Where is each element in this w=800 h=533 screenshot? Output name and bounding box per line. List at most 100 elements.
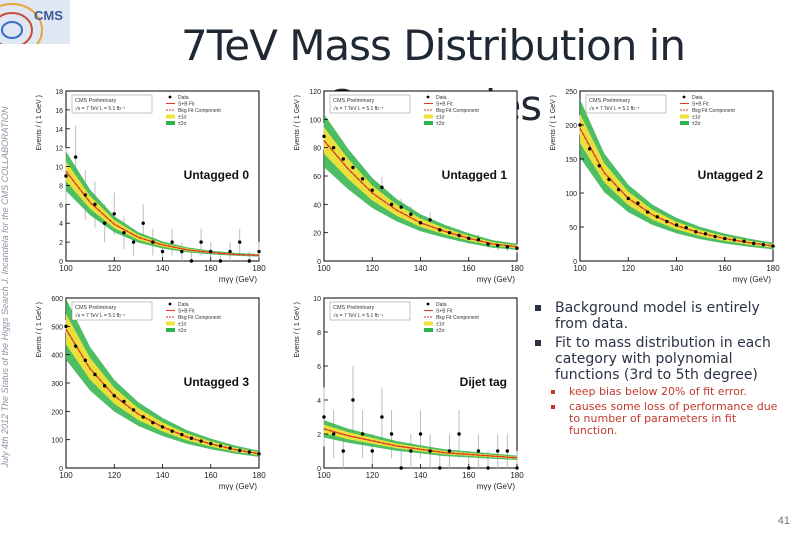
data-point [341, 157, 345, 161]
legend-label: Bkg Fit Component [436, 108, 479, 114]
data-point [515, 246, 519, 250]
sub-bullet-square-icon [551, 390, 555, 394]
data-point [351, 165, 355, 170]
legend-marker [424, 114, 433, 119]
legend-label: Data [436, 302, 447, 308]
x-tick-label: 160 [204, 471, 218, 480]
x-axis-label: mγγ (GeV) [477, 482, 516, 491]
x-tick-label: 120 [108, 264, 122, 273]
data-point [438, 228, 442, 232]
legend-label: ±2σ [436, 328, 446, 334]
category-label: Dijet tag [460, 375, 507, 389]
data-point [228, 446, 232, 450]
data-point [351, 398, 355, 402]
data-point [370, 449, 374, 453]
y-axis-label: Events / ( 1 GeV ) [294, 302, 301, 358]
x-tick-label: 180 [766, 264, 780, 273]
legend-label: Data [436, 95, 447, 101]
data-point [331, 432, 336, 436]
x-tick-label: 140 [156, 471, 170, 480]
plot-untagged-0: 0 2 4 6 8 10 12 14 16 18 100 120 140 160 180 mγγ (GeV) E… [32, 85, 267, 290]
y-tick-label: 100 [565, 191, 577, 198]
x-tick-label: 100 [59, 264, 73, 273]
legend-marker [680, 121, 689, 125]
x-tick-label: 180 [510, 264, 524, 273]
cms-header-box [585, 94, 667, 114]
data-point [360, 432, 365, 436]
data-point [180, 432, 184, 437]
sb-fit-line [65, 170, 260, 256]
data-point [771, 244, 775, 248]
data-point [418, 432, 423, 436]
notes-list: Background model is entirely from data. … [533, 300, 788, 440]
data-point [447, 230, 452, 235]
data-point [694, 230, 698, 234]
data-point [438, 466, 442, 470]
legend-label: Data [178, 302, 189, 308]
data-point [723, 236, 727, 241]
legend-label: ±2σ [178, 328, 188, 334]
legend-marker [426, 95, 430, 99]
data-point [587, 147, 592, 151]
x-axis-label: mγγ (GeV) [219, 482, 258, 491]
legend-marker [680, 114, 689, 119]
y-tick-label: 600 [51, 296, 63, 303]
legend-marker [424, 328, 433, 332]
x-tick-label: 160 [462, 264, 476, 273]
data-point [83, 358, 87, 363]
data-point [742, 239, 746, 243]
y-tick-label: 100 [51, 438, 63, 445]
category-label: Untagged 3 [184, 375, 250, 389]
page-number: 41 [777, 515, 790, 527]
legend-label: S+B Fit [178, 309, 195, 315]
plot-untagged-2: 0 50 100 150 200 250 100 120 140 160 180 mγγ (GeV) E… [546, 85, 781, 290]
y-tick-label: 0 [59, 259, 63, 266]
lumi-text: √s = 7 TeV L = 5.1 fb⁻¹ [333, 312, 383, 319]
data-point [496, 449, 500, 453]
data-point [93, 372, 97, 377]
data-point [151, 420, 155, 425]
y-tick-label: 200 [565, 123, 577, 130]
legend-label: Bkg Fit Component [692, 108, 735, 114]
data-point [457, 432, 461, 436]
legend-label: ±1σ [436, 322, 446, 328]
plot-untagged-1: 0 20 40 60 80 100 120 100 120 140 160 180 mγγ (GeV) E… [290, 85, 525, 290]
data-point [370, 188, 374, 192]
lumi-text: √s = 7 TeV L = 5.1 fb⁻¹ [75, 312, 125, 319]
legend-label: Data [178, 95, 189, 101]
data-point [102, 221, 107, 225]
legend-label: S+B Fit [436, 102, 453, 108]
data-point [380, 415, 384, 419]
y-tick-label: 120 [309, 89, 321, 96]
cms-header-box [71, 94, 153, 114]
y-tick-label: 0 [317, 466, 321, 473]
data-point [636, 201, 640, 205]
y-tick-label: 4 [317, 398, 321, 405]
sub-bullet-performance: causes some loss of performance due to n… [547, 401, 788, 437]
data-point [360, 177, 365, 181]
data-point [93, 202, 97, 207]
data-point [64, 174, 68, 178]
side-footer-text: July 4th 2012 The Status of the Higgs Se… [0, 106, 10, 468]
cms-header-box [71, 301, 153, 321]
legend-label: S+B Fit [692, 102, 709, 108]
legend-marker [166, 321, 175, 326]
y-tick-label: 2 [317, 432, 321, 439]
y-tick-label: 16 [55, 108, 63, 115]
x-tick-label: 180 [252, 471, 266, 480]
category-label: Untagged 2 [698, 168, 764, 182]
cms-header-text: CMS Preliminary [333, 305, 375, 311]
data-point [189, 259, 194, 263]
y-tick-label: 10 [313, 296, 321, 303]
data-point [713, 234, 717, 239]
cms-header-text: CMS Preliminary [75, 305, 117, 311]
legend-label: ±1σ [178, 322, 188, 328]
sb-fit-line [323, 428, 518, 459]
data-point [322, 415, 326, 419]
x-tick-label: 160 [204, 264, 218, 273]
band-2sigma [580, 99, 773, 250]
plot-frame [65, 90, 260, 262]
cms-logo: CMS [0, 0, 70, 44]
x-tick-label: 140 [414, 471, 428, 480]
data-point [467, 236, 471, 241]
